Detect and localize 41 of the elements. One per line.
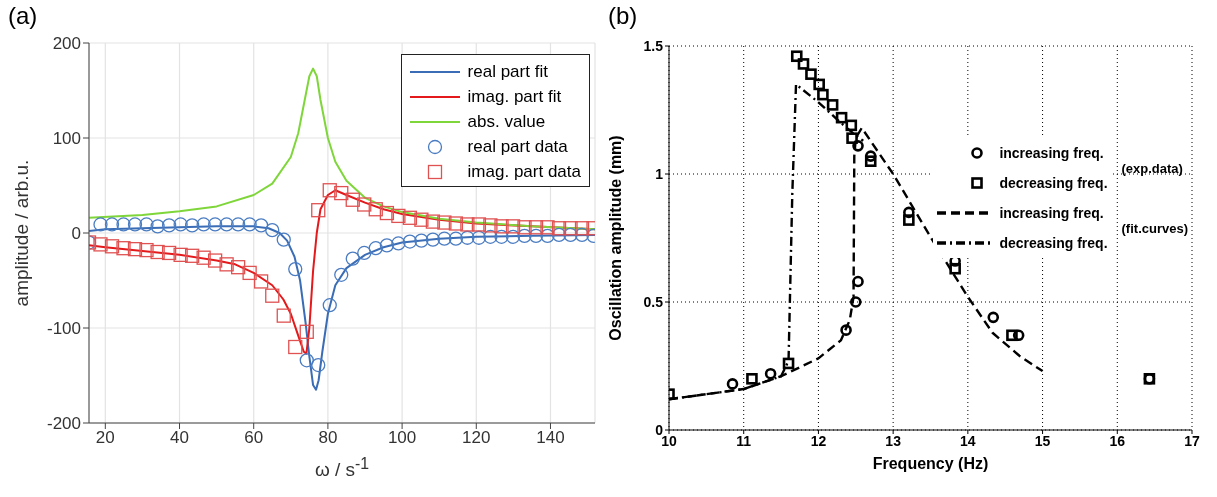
x-tick-label: 60 xyxy=(244,428,264,448)
x-tick-label: 10 xyxy=(661,432,677,449)
legend-label: decreasing freq. xyxy=(999,235,1108,252)
x-tick-label: 12 xyxy=(810,432,827,449)
chart-title: (a) xyxy=(8,2,38,30)
x-tick-label: 120 xyxy=(462,428,491,448)
x-axis-title: Frequency (Hz) xyxy=(871,455,990,473)
x-tick-label: 15 xyxy=(1034,432,1051,449)
legend-label: imag. part data xyxy=(467,161,581,182)
legend-label: abs. value xyxy=(467,111,546,132)
x-tick-label: 11 xyxy=(736,432,752,449)
chart-title: (b) xyxy=(608,2,638,30)
x-tick-label: 40 xyxy=(170,428,189,448)
x-tick-label: 100 xyxy=(387,428,417,448)
x-tick-label: 16 xyxy=(1109,432,1126,449)
annotation: (exp.data) xyxy=(1121,159,1184,178)
y-tick-label: 1.5 xyxy=(643,37,664,54)
x-tick-label: 20 xyxy=(95,428,115,448)
y-tick-label: 0 xyxy=(71,224,81,244)
x-tick-label: 80 xyxy=(318,428,338,448)
legend-label: increasing freq. xyxy=(999,145,1104,162)
x-tick-label: 17 xyxy=(1184,432,1200,449)
legend-label: real part data xyxy=(467,136,568,157)
y-tick-label: 0.5 xyxy=(643,293,664,310)
x-tick-label: 140 xyxy=(536,428,565,448)
y-tick-label: 0 xyxy=(655,421,664,438)
x-axis-title: ω / s$^{-1}$ xyxy=(313,455,371,482)
x-tick-label: 14 xyxy=(960,432,976,449)
legend-label: increasing freq. xyxy=(999,205,1104,222)
legend-label: decreasing freq. xyxy=(999,175,1108,192)
y-tick-label: 100 xyxy=(52,129,81,149)
y-tick-label: 200 xyxy=(52,34,81,54)
x-tick-label: 13 xyxy=(885,432,902,449)
y-axis-title: Oscillation amplitude (mm) xyxy=(607,135,625,341)
y-axis-title: amplitude / arb.u. xyxy=(11,159,33,307)
y-tick-label: 1 xyxy=(655,165,664,182)
y-tick-label: -200 xyxy=(46,414,81,434)
legend-label: imag. part fit xyxy=(467,86,562,107)
y-tick-label: -100 xyxy=(46,319,81,339)
annotation: (fit.curves) xyxy=(1121,219,1188,238)
legend-label: real part fit xyxy=(467,61,548,82)
